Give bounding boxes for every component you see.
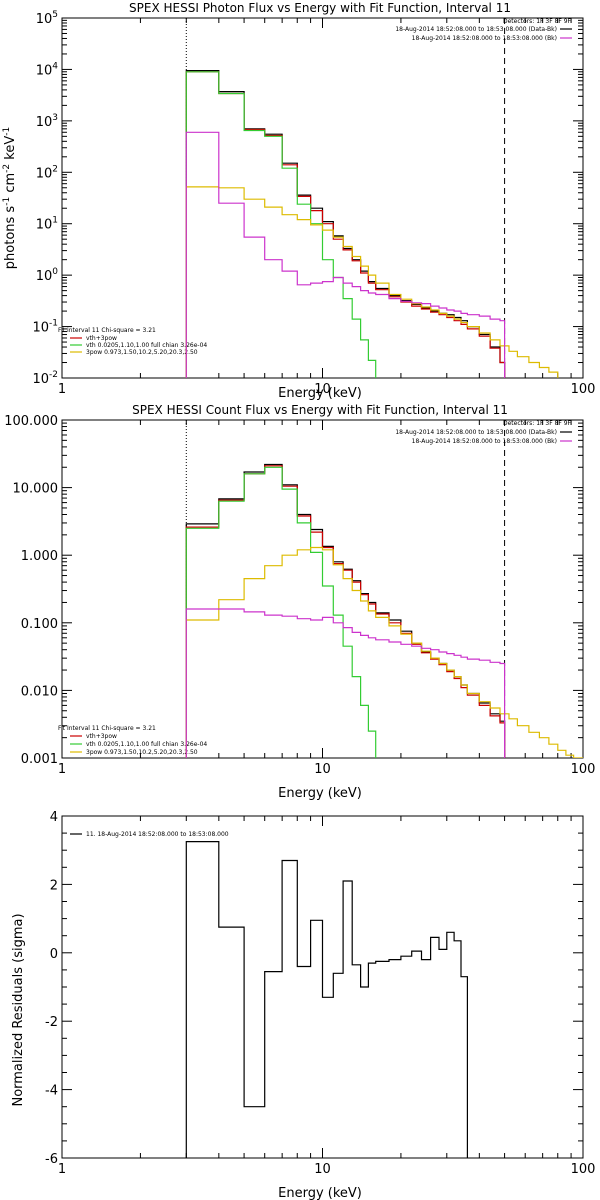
legend-top-right: Detectors: 1F 3F 8F 9F 18-Aug-2014 18:52… bbox=[395, 18, 571, 42]
y-tick-label: 4 bbox=[50, 810, 58, 825]
y-tick-label: -2 bbox=[45, 1015, 58, 1030]
x-tick-label: 1 bbox=[58, 382, 66, 397]
y-axis-label: photons s-1 cm-2 keV-1 bbox=[2, 127, 18, 269]
y-tick-label: 100.000 bbox=[4, 414, 58, 429]
series-line bbox=[185, 70, 506, 378]
x-tick-label: 10 bbox=[314, 1162, 331, 1177]
y-tick-label: 0.010 bbox=[21, 684, 58, 699]
y-tick-label: 10.000 bbox=[13, 482, 59, 497]
legend-entry-label: 18-Aug-2014 18:52:08.000 to 18:53:08.000… bbox=[395, 429, 557, 436]
count-flux-panel: SPEX HESSI Count Flux vs Energy with Fit… bbox=[4, 403, 595, 801]
y-tick-label: 103 bbox=[36, 113, 58, 130]
series-line bbox=[185, 465, 506, 758]
legend-bottom-left: Fit Interval 11 Chi-square = 3.21 vth+3p… bbox=[58, 327, 207, 356]
y-tick-label: 104 bbox=[36, 61, 59, 78]
legend-entry-label: 18-Aug-2014 18:52:08.000 to 18:53:08.000… bbox=[412, 438, 557, 445]
series-group bbox=[185, 841, 468, 1158]
series-line bbox=[185, 466, 377, 758]
x-axis-label: Energy (keV) bbox=[278, 386, 362, 401]
series-line bbox=[185, 608, 506, 758]
series-line bbox=[185, 546, 583, 758]
y-tick-label: 0.100 bbox=[21, 617, 58, 632]
x-axis-label: Energy (keV) bbox=[278, 786, 362, 801]
legend-header: Fit Interval 11 Chi-square = 3.21 bbox=[58, 725, 156, 732]
legend-entry-label: 11. 18-Aug-2014 18:52:08.000 to 18:53:08… bbox=[86, 831, 229, 838]
x-tick-label: 10 bbox=[314, 382, 331, 397]
y-tick-label: 102 bbox=[36, 164, 58, 181]
legend-bottom-left: Fit Interval 11 Chi-square = 3.21 vth+3p… bbox=[58, 725, 207, 756]
series-group bbox=[185, 463, 583, 758]
y-tick-label: 2 bbox=[50, 878, 58, 893]
legend-entry-label: vth+3pow bbox=[86, 335, 117, 342]
legend-header: Fit Interval 11 Chi-square = 3.21 bbox=[58, 327, 156, 334]
legend-header: Detectors: 1F 3F 8F 9F bbox=[503, 420, 572, 427]
legend-entry-label: vth+3pow bbox=[86, 733, 117, 740]
y-tick-label: 105 bbox=[36, 10, 58, 27]
x-axis-label: Energy (keV) bbox=[278, 1186, 362, 1200]
y-tick-label: 1.000 bbox=[21, 549, 58, 564]
legend-entry-label: 3pow 0.973,1.50,10.2,5.20,20.3,2.50 bbox=[86, 349, 198, 356]
legend-entry-label: vth 0.0205,1.10,1.00 full chian 3.26e-04 bbox=[86, 741, 207, 748]
x-tick-label: 1 bbox=[58, 762, 66, 777]
x-tick-label: 100 bbox=[571, 762, 596, 777]
photon-flux-panel: SPEX HESSI Photon Flux vs Energy with Fi… bbox=[2, 1, 595, 401]
residuals-panel: Energy (keV) Normalized Residuals (sigma… bbox=[11, 810, 595, 1200]
legend-entry-label: 18-Aug-2014 18:52:08.000 to 18:53:08.000… bbox=[412, 35, 557, 42]
series-line bbox=[185, 71, 377, 378]
y-tick-label: 0.001 bbox=[21, 752, 58, 767]
y-tick-label: 10-2 bbox=[32, 370, 58, 387]
x-tick-label: 1 bbox=[58, 1162, 66, 1177]
y-tick-label: 10-1 bbox=[32, 319, 58, 336]
panel-title: SPEX HESSI Photon Flux vs Energy with Fi… bbox=[129, 1, 511, 15]
x-tick-label: 10 bbox=[314, 762, 331, 777]
y-tick-label: -4 bbox=[45, 1084, 58, 1099]
y-tick-label: -6 bbox=[45, 1152, 58, 1167]
x-tick-label: 100 bbox=[571, 1162, 596, 1177]
y-tick-label: 100 bbox=[36, 267, 59, 284]
series-line bbox=[185, 131, 506, 378]
series-line bbox=[185, 841, 468, 1158]
y-axis-label: Normalized Residuals (sigma) bbox=[11, 913, 26, 1106]
legend-top-right: Detectors: 1F 3F 8F 9F 18-Aug-2014 18:52… bbox=[395, 420, 571, 445]
legend-top-left: 11. 18-Aug-2014 18:52:08.000 to 18:53:08… bbox=[86, 831, 229, 838]
legend-header: Detectors: 1F 3F 8F 9F bbox=[503, 18, 572, 25]
series-line bbox=[185, 71, 506, 378]
legend-entry-label: 3pow 0.973,1.50,10.2,5.20,20.3,2.50 bbox=[86, 749, 198, 756]
x-tick-label: 100 bbox=[571, 382, 596, 397]
panel-title: SPEX HESSI Count Flux vs Energy with Fit… bbox=[132, 403, 508, 417]
y-tick-label: 0 bbox=[50, 947, 58, 962]
series-line bbox=[185, 463, 506, 758]
series-group bbox=[185, 70, 559, 378]
legend-entry-label: vth 0.0205,1.10,1.00 full chian 3.26e-04 bbox=[86, 342, 207, 349]
legend-entry-label: 18-Aug-2014 18:52:08.000 to 18:53:08.000… bbox=[395, 26, 557, 33]
y-tick-label: 101 bbox=[36, 216, 58, 233]
